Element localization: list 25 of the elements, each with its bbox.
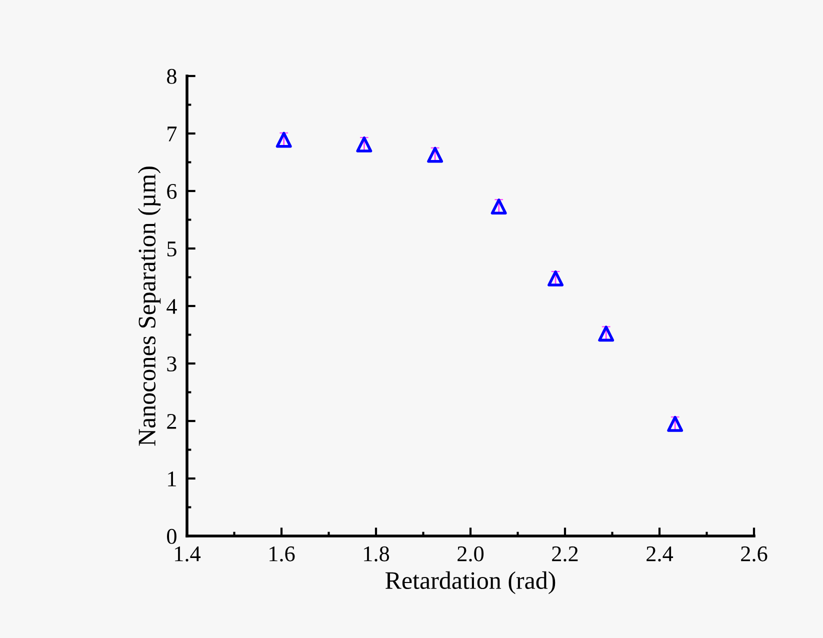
- point: [548, 270, 564, 286]
- y-tick-label: 5: [167, 242, 176, 256]
- point: [356, 136, 372, 152]
- y-tick-label: 6: [167, 184, 177, 199]
- y-tick-label: 8: [167, 68, 176, 84]
- x-axis-title: Retardation (rad): [385, 571, 556, 594]
- y-axis-title: Nanocones Separation (µm): [138, 166, 161, 446]
- point: [276, 132, 292, 148]
- point: [490, 198, 507, 215]
- point: [598, 326, 614, 342]
- y-tick-label: 2: [167, 414, 176, 429]
- x-tick-label: 2.6: [741, 546, 768, 562]
- point: [427, 146, 444, 163]
- x-tick-label: 2.0: [458, 546, 484, 562]
- point: [667, 416, 684, 432]
- x-tick-label: 1.4: [175, 546, 201, 562]
- x-tick-label: 2.4: [646, 546, 674, 562]
- y-tick-label: 4: [166, 299, 177, 314]
- y-tick-label: 0: [167, 528, 176, 544]
- y-tick-label: 1: [168, 472, 176, 486]
- x-tick-label: 1.8: [364, 546, 390, 562]
- y-tick-label: 3: [167, 356, 176, 372]
- y-tick-label: 7: [168, 126, 177, 142]
- x-tick-label: 1.6: [270, 546, 295, 562]
- x-tick-label: 2.2: [552, 546, 578, 562]
